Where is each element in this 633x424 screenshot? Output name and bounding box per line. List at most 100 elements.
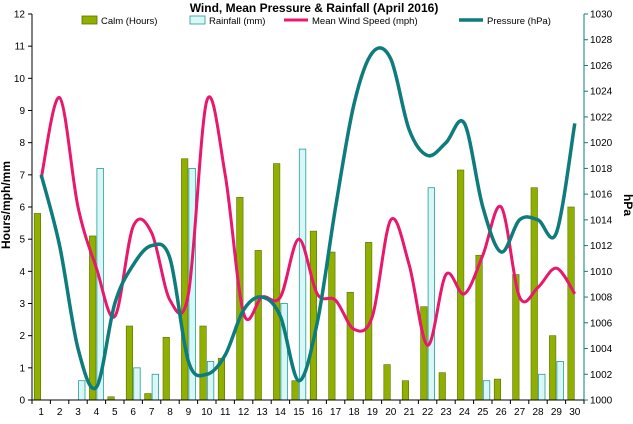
bar-calm-day-6	[125, 325, 133, 401]
legend-label-calm: Calm (Hours)	[101, 16, 157, 27]
x-tick-label: 23	[440, 407, 452, 418]
x-tick-label: 6	[130, 407, 136, 418]
bar-rainfall-day-10	[206, 360, 215, 401]
bar-calm-day-25	[475, 254, 483, 401]
y-right-tick-label: 1022	[590, 112, 613, 123]
y-right-tick-label: 1030	[590, 10, 613, 21]
y-right-tick-label: 1004	[590, 344, 613, 355]
bar-rainfall-day-6	[133, 367, 141, 401]
x-tick-label: 4	[94, 407, 100, 418]
bar-calm-day-9	[181, 158, 189, 401]
y-right-tick-label: 1000	[590, 396, 613, 407]
y-right-tick-label: 1020	[590, 138, 613, 149]
legend: Calm (Hours) Rainfall (mm) Mean Wind Spe…	[81, 15, 551, 27]
line-mean-wind-speed	[39, 95, 577, 347]
y-left-tick-label: 6	[19, 203, 25, 214]
y-right-tick-label: 1012	[590, 241, 613, 252]
x-tick-label: 15	[293, 407, 305, 418]
x-tick-label: 27	[514, 407, 526, 418]
x-tick-label: 18	[348, 407, 360, 418]
x-tick-label: 25	[477, 407, 489, 418]
lines-layer	[39, 46, 577, 391]
x-tick-label: 7	[149, 407, 155, 418]
x-tick-label: 11	[220, 407, 231, 418]
bar-calm-day-22	[420, 306, 428, 401]
y-axis-right-label: hPa	[621, 194, 633, 216]
bar-calm-day-21	[401, 380, 410, 401]
bar-calm-day-26	[493, 378, 502, 401]
bar-calm-day-14	[273, 163, 281, 401]
x-tick-label: 19	[367, 407, 379, 418]
axes-layer: 0123456789101112100010021004100610081010…	[14, 10, 613, 419]
y-left-tick-label: 7	[19, 170, 25, 181]
x-tick-label: 21	[404, 407, 416, 418]
x-tick-label: 16	[312, 407, 324, 418]
bar-calm-day-10	[199, 325, 207, 401]
bar-calm-day-18	[346, 291, 354, 401]
bar-calm-day-30	[567, 206, 575, 401]
y-right-tick-label: 1006	[590, 318, 613, 329]
y-left-tick-label: 2	[19, 331, 25, 342]
y-left-tick-label: 0	[19, 396, 25, 407]
bar-calm-day-20	[383, 364, 391, 401]
x-tick-label: 9	[186, 407, 192, 418]
x-tick-label: 20	[385, 407, 397, 418]
bar-rainfall-day-7	[151, 373, 160, 401]
y-right-tick-label: 1026	[590, 61, 613, 72]
y-axis-left-label: Hours/mph/mm	[0, 161, 13, 249]
x-tick-label: 28	[532, 407, 544, 418]
x-tick-label: 13	[256, 407, 268, 418]
x-tick-label: 3	[75, 407, 81, 418]
x-tick-label: 26	[496, 407, 508, 418]
x-tick-label: 30	[569, 407, 581, 418]
y-right-tick-label: 1016	[590, 190, 613, 201]
bar-calm-day-13	[254, 250, 262, 401]
bar-rainfall-day-22	[427, 187, 436, 401]
y-left-tick-label: 5	[19, 235, 25, 246]
x-tick-label: 5	[112, 407, 118, 418]
y-right-tick-label: 1010	[590, 267, 613, 278]
bar-calm-day-24	[457, 169, 465, 401]
line-pressure	[39, 46, 577, 391]
bar-rainfall-day-25	[482, 380, 491, 401]
y-left-tick-label: 4	[19, 267, 25, 278]
bar-calm-day-29	[549, 335, 557, 401]
x-tick-label: 17	[330, 407, 342, 418]
x-tick-label: 14	[275, 407, 287, 418]
bar-calm-day-15	[291, 380, 299, 401]
x-tick-label: 22	[422, 407, 434, 418]
y-left-tick-label: 3	[19, 299, 25, 310]
x-tick-label: 29	[551, 407, 563, 418]
y-left-tick-label: 9	[19, 106, 25, 117]
bar-rainfall-day-3	[78, 380, 86, 401]
x-tick-label: 2	[57, 407, 63, 418]
legend-swatch-rainfall	[189, 15, 206, 25]
bar-calm-day-8	[162, 336, 170, 401]
bar-rainfall-day-28	[538, 373, 546, 401]
y-left-tick-label: 1	[19, 363, 25, 374]
legend-label-pressure: Pressure (hPa)	[487, 16, 551, 27]
y-left-tick-label: 12	[14, 10, 26, 21]
bar-calm-day-17	[328, 251, 336, 401]
y-right-tick-label: 1028	[590, 35, 613, 46]
bar-calm-day-7	[144, 393, 152, 401]
y-left-tick-label: 11	[15, 42, 26, 53]
y-right-tick-label: 1002	[590, 370, 613, 381]
bars-layer	[33, 148, 575, 401]
y-right-tick-label: 1024	[590, 87, 613, 98]
bar-calm-day-1	[33, 213, 42, 401]
legend-label-rainfall: Rainfall (mm)	[209, 16, 265, 27]
y-right-tick-label: 1014	[590, 215, 613, 226]
x-tick-label: 8	[167, 407, 173, 418]
x-tick-label: 24	[459, 407, 471, 418]
bar-calm-day-23	[438, 372, 446, 401]
chart-title: Wind, Mean Pressure & Rainfall (April 20…	[190, 1, 439, 15]
x-tick-label: 10	[201, 407, 213, 418]
y-left-tick-label: 10	[14, 74, 26, 85]
y-right-tick-label: 1008	[590, 293, 613, 304]
bar-rainfall-day-15	[298, 148, 307, 401]
x-tick-label: 1	[38, 407, 44, 418]
y-left-tick-label: 8	[19, 138, 25, 149]
